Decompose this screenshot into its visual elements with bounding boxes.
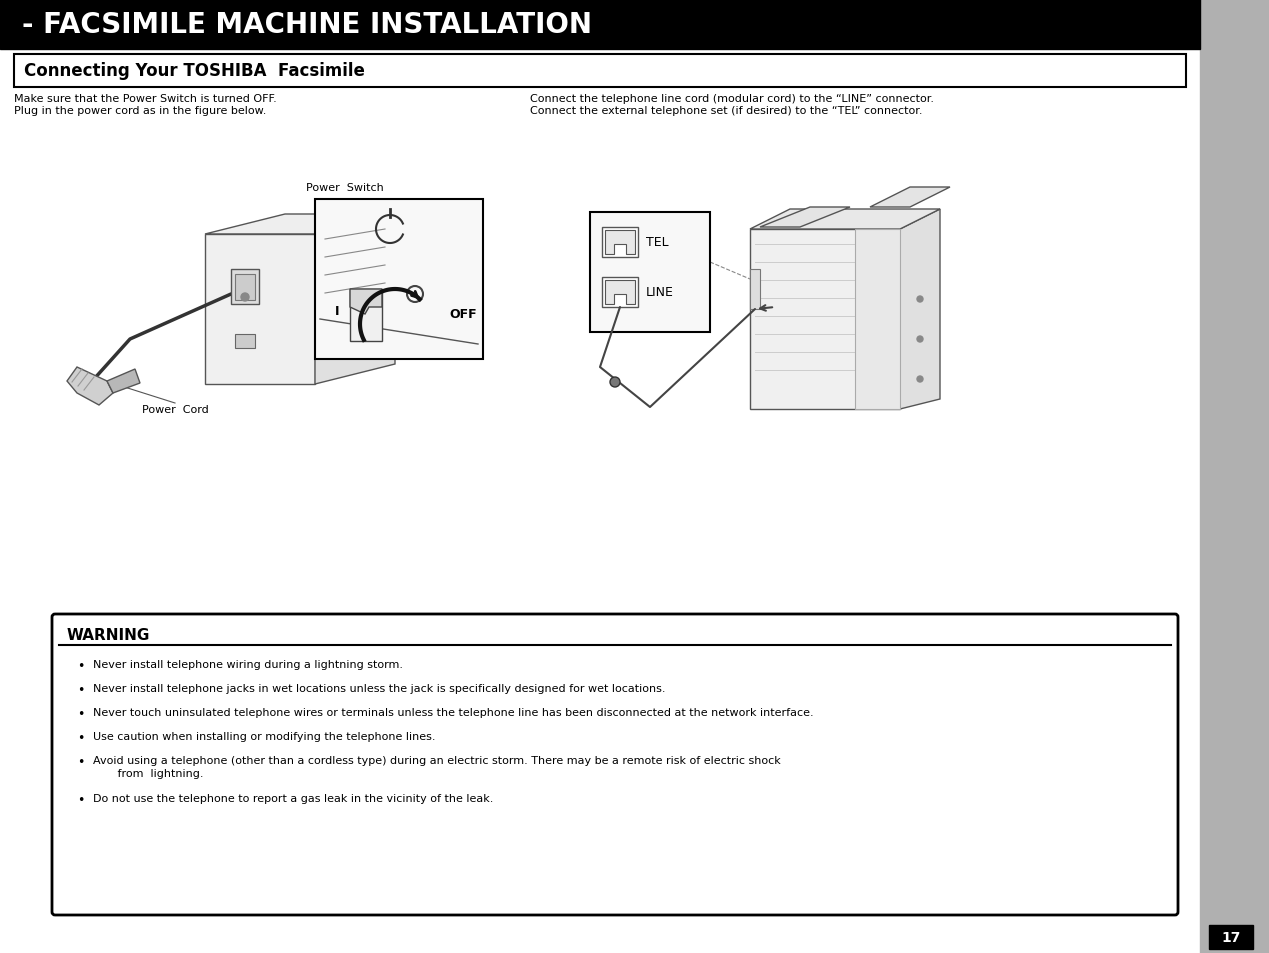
Bar xyxy=(231,270,259,305)
Text: •: • xyxy=(77,707,84,720)
Text: WARNING: WARNING xyxy=(67,628,150,643)
Bar xyxy=(750,270,760,310)
Text: Connecting Your TOSHIBA  Facsimile: Connecting Your TOSHIBA Facsimile xyxy=(24,62,365,80)
Text: Power  Cord: Power Cord xyxy=(142,405,208,415)
Bar xyxy=(350,290,382,341)
Bar xyxy=(235,274,255,301)
Bar xyxy=(1209,925,1253,949)
Polygon shape xyxy=(605,281,634,305)
Polygon shape xyxy=(605,231,634,254)
Text: Never install telephone wiring during a lightning storm.: Never install telephone wiring during a … xyxy=(93,659,404,669)
Text: •: • xyxy=(77,659,84,672)
Text: TEL: TEL xyxy=(646,236,669,250)
Polygon shape xyxy=(206,214,395,234)
Circle shape xyxy=(917,376,923,382)
Polygon shape xyxy=(350,290,382,314)
Bar xyxy=(855,230,900,410)
Circle shape xyxy=(241,294,249,302)
Text: Connect the telephone line cord (modular cord) to the “LINE” connector.: Connect the telephone line cord (modular… xyxy=(530,94,934,104)
Polygon shape xyxy=(760,208,850,228)
Bar xyxy=(0,0,1200,50)
Bar xyxy=(206,234,315,385)
Text: Use caution when installing or modifying the telephone lines.: Use caution when installing or modifying… xyxy=(93,731,435,741)
Bar xyxy=(235,335,255,349)
Polygon shape xyxy=(107,370,140,394)
Bar xyxy=(14,55,1187,88)
Circle shape xyxy=(917,296,923,303)
Bar xyxy=(590,213,709,333)
Text: Avoid using a telephone (other than a cordless type) during an electric storm. T: Avoid using a telephone (other than a co… xyxy=(93,755,780,779)
Text: •: • xyxy=(77,683,84,697)
Text: •: • xyxy=(77,755,84,768)
Text: •: • xyxy=(77,731,84,744)
Polygon shape xyxy=(871,188,950,208)
Text: OFF: OFF xyxy=(449,308,477,321)
Polygon shape xyxy=(67,368,113,406)
Text: Power  Switch: Power Switch xyxy=(306,183,385,193)
Text: Plug in the power cord as in the figure below.: Plug in the power cord as in the figure … xyxy=(14,106,266,116)
Bar xyxy=(750,230,900,410)
Bar xyxy=(1200,0,1269,953)
Circle shape xyxy=(917,336,923,343)
Text: I: I xyxy=(335,305,339,318)
Bar xyxy=(602,228,638,257)
Text: •: • xyxy=(77,793,84,806)
Text: 17: 17 xyxy=(1221,930,1241,944)
Text: Connect the external telephone set (if desired) to the “TEL” connector.: Connect the external telephone set (if d… xyxy=(530,106,923,116)
Text: - FACSIMILE MACHINE INSTALLATION: - FACSIMILE MACHINE INSTALLATION xyxy=(22,11,593,39)
Text: Never install telephone jacks in wet locations unless the jack is specifically d: Never install telephone jacks in wet loc… xyxy=(93,683,665,693)
Text: Do not use the telephone to report a gas leak in the vicinity of the leak.: Do not use the telephone to report a gas… xyxy=(93,793,494,803)
Polygon shape xyxy=(315,214,395,385)
Polygon shape xyxy=(750,210,940,230)
Text: Make sure that the Power Switch is turned OFF.: Make sure that the Power Switch is turne… xyxy=(14,94,277,104)
Bar xyxy=(602,277,638,308)
FancyBboxPatch shape xyxy=(52,615,1178,915)
Circle shape xyxy=(610,377,621,388)
Text: Never touch uninsulated telephone wires or terminals unless the telephone line h: Never touch uninsulated telephone wires … xyxy=(93,707,813,718)
Polygon shape xyxy=(900,210,940,410)
Bar xyxy=(315,200,483,359)
Text: LINE: LINE xyxy=(646,286,674,299)
